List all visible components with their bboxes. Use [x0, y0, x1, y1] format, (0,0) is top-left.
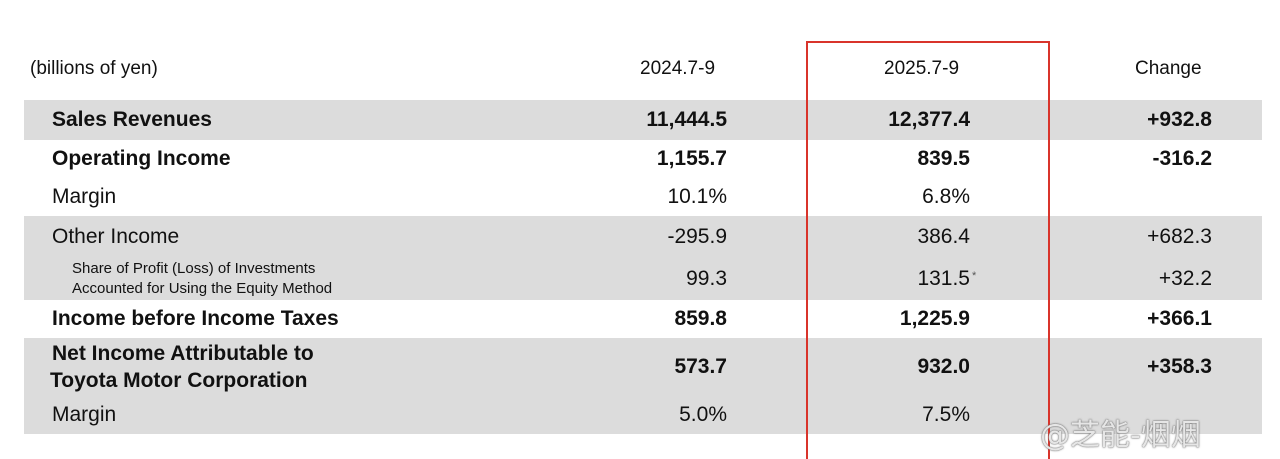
table-row: Income before Income Taxes 859.8 1,225.9… [24, 300, 1262, 338]
footnote-mark: * [972, 270, 977, 282]
cell: 573.7 [674, 355, 727, 378]
column-header: 2025.7-9 [884, 58, 960, 79]
cell: +32.2 [1158, 267, 1212, 290]
highlight-box [806, 41, 1050, 459]
table-row: Margin 5.0% 7.5% [24, 396, 1262, 434]
row-label: Income before Income Taxes [52, 307, 339, 330]
cell: 7.5% [922, 403, 970, 426]
cell: +932.8 [1147, 108, 1212, 131]
cell: 859.8 [674, 307, 727, 330]
cell: 11,444.5 [646, 108, 727, 131]
row-label: Sales Revenues [52, 108, 212, 131]
row-label-line: Net Income Attributable to [52, 342, 314, 365]
table-row: Sales Revenues 11,444.5 12,377.4 +932.8 [24, 100, 1262, 140]
cell: 131.5 [917, 267, 970, 290]
cell: -316.2 [1152, 147, 1212, 170]
row-label-line: Share of Profit (Loss) of Investments [72, 260, 316, 277]
table-row: Net Income Attributable to Toyota Motor … [24, 338, 1262, 396]
watermark: @芝能-烟烟 [1040, 418, 1201, 453]
cell: 932.0 [917, 355, 970, 378]
cell: 6.8% [922, 185, 970, 208]
row-label: Net Income Attributable to Toyota Motor … [50, 338, 314, 396]
cell: 10.1% [667, 185, 727, 208]
cell: 12,377.4 [888, 108, 970, 131]
row-label: Other Income [52, 225, 180, 248]
cell: 386.4 [917, 225, 970, 248]
cell: 1,155.7 [656, 147, 727, 170]
row-label: Margin [52, 403, 117, 426]
row-label-line: Accounted for Using the Equity Method [72, 280, 333, 297]
cell: 5.0% [679, 403, 727, 426]
unit-label: (billions of yen) [30, 58, 158, 79]
row-label: Share of Profit (Loss) of Investments Ac… [72, 258, 332, 300]
row-label-line: Toyota Motor Corporation [50, 369, 308, 392]
cell: +682.3 [1147, 225, 1212, 248]
cell: 839.5 [917, 147, 970, 170]
cell: +358.3 [1147, 355, 1212, 378]
cell: 1,225.9 [899, 307, 970, 330]
row-label: Operating Income [52, 147, 231, 170]
table-row: Operating Income 1,155.7 839.5 -316.2 [24, 140, 1262, 178]
cell: 99.3 [686, 267, 727, 290]
table-row: Share of Profit (Loss) of Investments Ac… [24, 258, 1262, 300]
row-label: Margin [52, 185, 117, 208]
column-header: 2024.7-9 [640, 58, 716, 79]
column-header: Change [1135, 58, 1202, 79]
cell: +366.1 [1147, 307, 1212, 330]
table-row: Margin 10.1% 6.8% [24, 178, 1262, 216]
table-row: Other Income -295.9 386.4 +682.3 [24, 216, 1262, 258]
cell: -295.9 [667, 225, 727, 248]
